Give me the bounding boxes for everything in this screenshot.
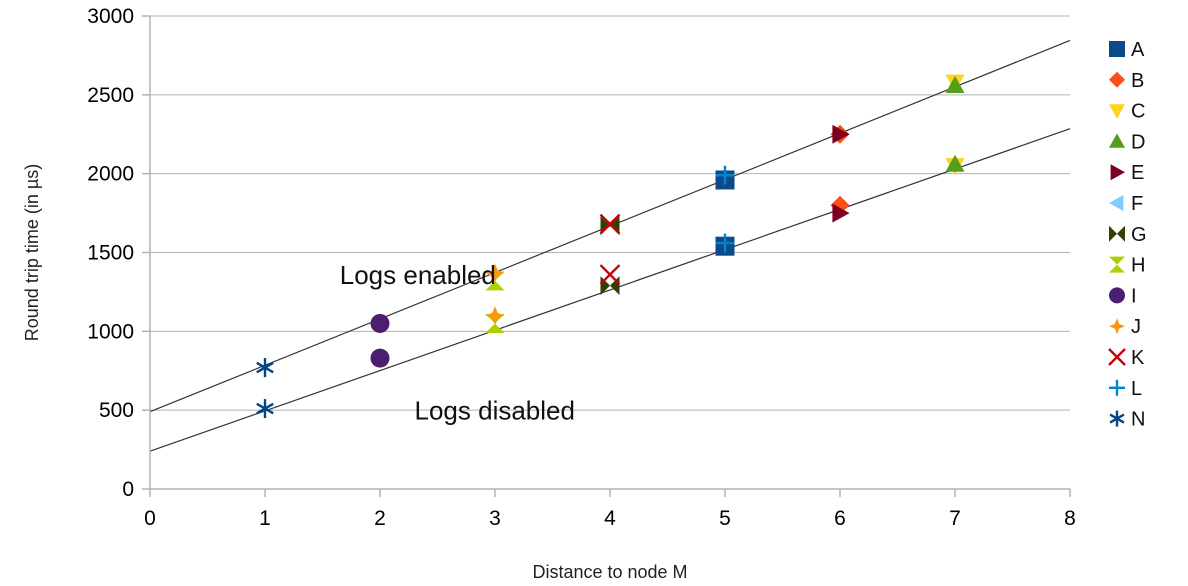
- x-tick-label: 6: [834, 507, 846, 530]
- data-point-k: [599, 264, 621, 285]
- annotation-label: Logs enabled: [340, 260, 496, 290]
- legend-label-k: K: [1131, 347, 1145, 369]
- x-tick-label: 2: [374, 507, 386, 530]
- legend-label-l: L: [1131, 378, 1142, 400]
- trendline: [149, 128, 1071, 452]
- trendline: [149, 39, 1071, 413]
- x-tick-label: 0: [144, 507, 156, 530]
- legend-label-c: C: [1131, 101, 1145, 123]
- data-point-e: [832, 124, 850, 144]
- data-point-d: [945, 75, 965, 93]
- x-axis-title: Distance to node M: [532, 562, 687, 582]
- data-point-g: [600, 276, 620, 296]
- legend-label-g: G: [1131, 224, 1147, 246]
- data-point-j: [485, 306, 505, 326]
- y-tick-label: 0: [122, 478, 134, 501]
- x-tick-label: 5: [719, 507, 731, 530]
- y-tick-label: 1000: [87, 320, 134, 343]
- annotations: Logs enabled Logs disabled: [340, 260, 575, 426]
- y-tick-label: 2000: [87, 163, 134, 186]
- data-point-d: [945, 154, 965, 172]
- legend-marker-j: [1109, 318, 1125, 335]
- data-point-l: [715, 165, 735, 185]
- legend-marker-d: [1109, 133, 1125, 148]
- x-tick-label: 7: [949, 507, 961, 530]
- y-axis-title: Round trip time (in µs): [22, 164, 42, 341]
- legend-marker-a: [1109, 41, 1125, 57]
- legend-label-e: E: [1131, 162, 1144, 184]
- y-tick-label: 500: [99, 399, 134, 422]
- legend-label-d: D: [1131, 131, 1145, 153]
- legend-marker-g: [1109, 225, 1125, 242]
- legend-label-b: B: [1131, 70, 1144, 92]
- x-tick-label: 3: [489, 507, 501, 530]
- ticks: 0 500 1000 1500 2000 2500 3000 0 1 2 3 4 5 6 7 8: [87, 5, 1076, 530]
- data-points: [256, 74, 965, 419]
- legend-label-a: A: [1131, 39, 1145, 61]
- legend-marker-k: [1108, 348, 1126, 366]
- data-point-i: [370, 313, 390, 333]
- y-tick-label: 1500: [87, 242, 134, 265]
- legend-label-i: I: [1131, 285, 1137, 307]
- y-tick-label: 3000: [87, 5, 134, 28]
- data-point-i: [370, 348, 390, 368]
- trendlines: [149, 39, 1071, 452]
- data-point-n: [256, 358, 274, 378]
- legend-marker-e: [1110, 164, 1125, 181]
- x-tick-label: 4: [604, 507, 616, 530]
- annotation-label: Logs disabled: [415, 396, 575, 426]
- legend-label-h: H: [1131, 255, 1145, 277]
- legend-label-j: J: [1131, 316, 1141, 338]
- data-point-k: [599, 213, 621, 235]
- data-point-j: [485, 263, 505, 283]
- data-point-l: [715, 233, 735, 253]
- legend-marker-b: [1109, 71, 1125, 88]
- data-point-e: [832, 203, 850, 223]
- legend-marker-i: [1109, 287, 1125, 304]
- legend-marker-l: [1109, 379, 1125, 396]
- legend-marker-f: [1109, 195, 1124, 211]
- legend-marker-c: [1109, 104, 1125, 119]
- legend-marker-n: [1109, 410, 1125, 427]
- data-point-n: [256, 399, 274, 419]
- grid: [150, 15, 1070, 411]
- y-tick-label: 2500: [87, 84, 134, 107]
- legend-label-n: N: [1131, 409, 1145, 431]
- x-tick-label: 1: [259, 507, 271, 530]
- legend-label-f: F: [1131, 193, 1143, 215]
- legend-marker-h: [1109, 256, 1125, 273]
- x-tick-label: 8: [1064, 507, 1076, 530]
